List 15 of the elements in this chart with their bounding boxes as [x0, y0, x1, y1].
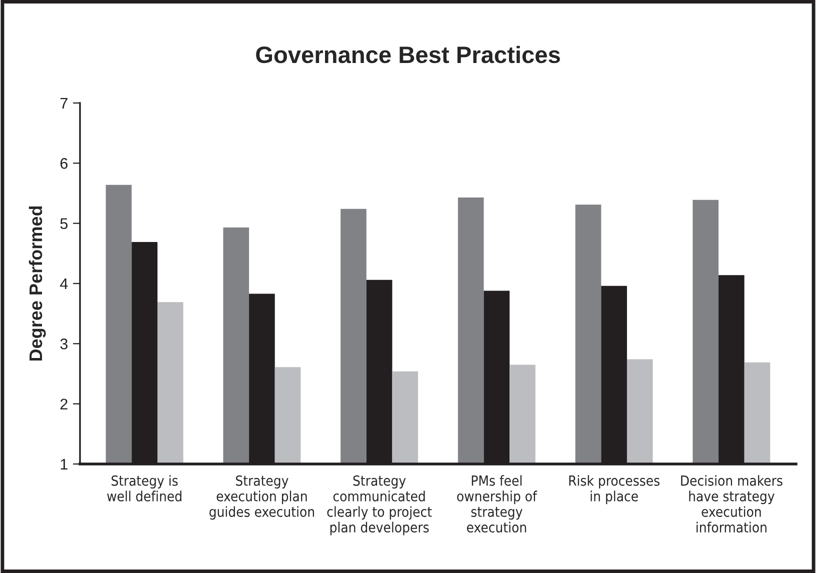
chart-title: Governance Best Practices [256, 46, 560, 64]
x-tick-label: Strategy is well defined [107, 475, 182, 502]
y-tick-label: 2 [60, 398, 68, 410]
x-tick-label: Strategy communicated clearly to project plan developers [327, 475, 432, 536]
y-axis-title: Degree Performed [28, 206, 46, 361]
y-tick-label: 7 [60, 98, 68, 109]
x-tick-label: PMs feel ownership of strategy execution [457, 475, 538, 533]
y-tick-label: 3 [60, 338, 68, 350]
x-tick-label: Strategy execution plan guides execution [210, 475, 314, 520]
x-tick-label: Risk processes in place [569, 475, 660, 504]
y-tick-label: 5 [60, 218, 68, 230]
x-tick-label: Decision makers have strategy execution information [681, 475, 782, 533]
y-tick-label: 4 [60, 278, 68, 290]
y-tick-label: 6 [60, 158, 68, 169]
y-tick-label: 1 [60, 459, 68, 470]
